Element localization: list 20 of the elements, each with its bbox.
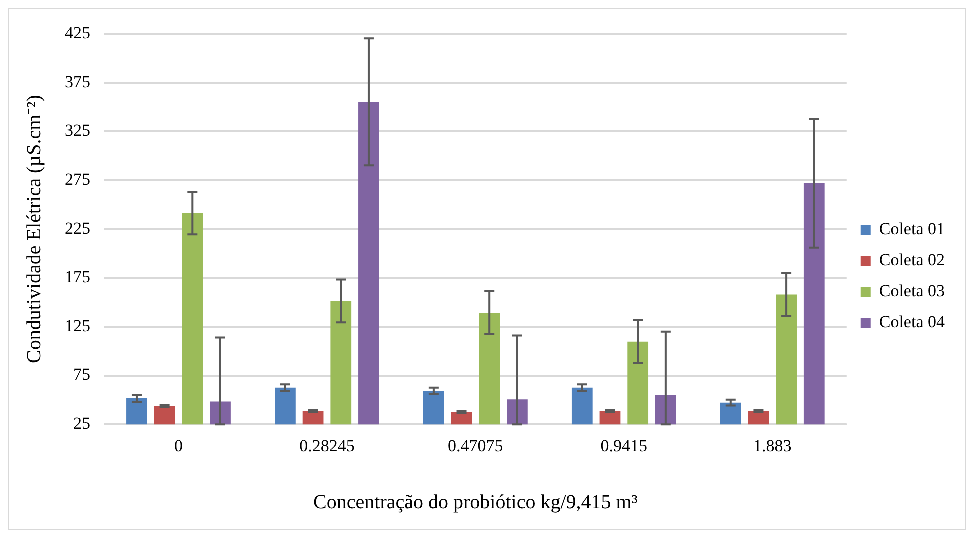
legend-label: Coleta 04 [879,312,946,332]
legend-label: Coleta 03 [879,281,946,300]
x-tick-label: 0.28245 [300,436,355,456]
y-tick-label: 225 [65,218,90,238]
y-tick-label: 275 [65,170,90,189]
x-axis-title: Concentração do probiótico kg/9,415 m³ [314,491,638,514]
y-tick-label: 125 [65,316,90,336]
y-tick-label: 325 [65,121,90,140]
y-tick-label: 375 [65,72,90,92]
legend-label: Coleta 01 [879,219,946,238]
y-tick-label: 425 [65,23,90,42]
x-tick-label: 0.47075 [448,436,504,456]
x-tick-label: 0 [174,436,183,456]
y-tick-label: 25 [74,414,90,434]
y-tick-label: 75 [74,365,90,384]
x-tick-label: 1.883 [754,436,792,456]
x-tick-label: 0.9415 [600,436,648,456]
y-axis-title: Condutividade Elétrica (µS.cm⁻²) [23,95,46,364]
y-tick-label: 175 [65,268,90,287]
legend-label: Coleta 02 [879,250,946,270]
